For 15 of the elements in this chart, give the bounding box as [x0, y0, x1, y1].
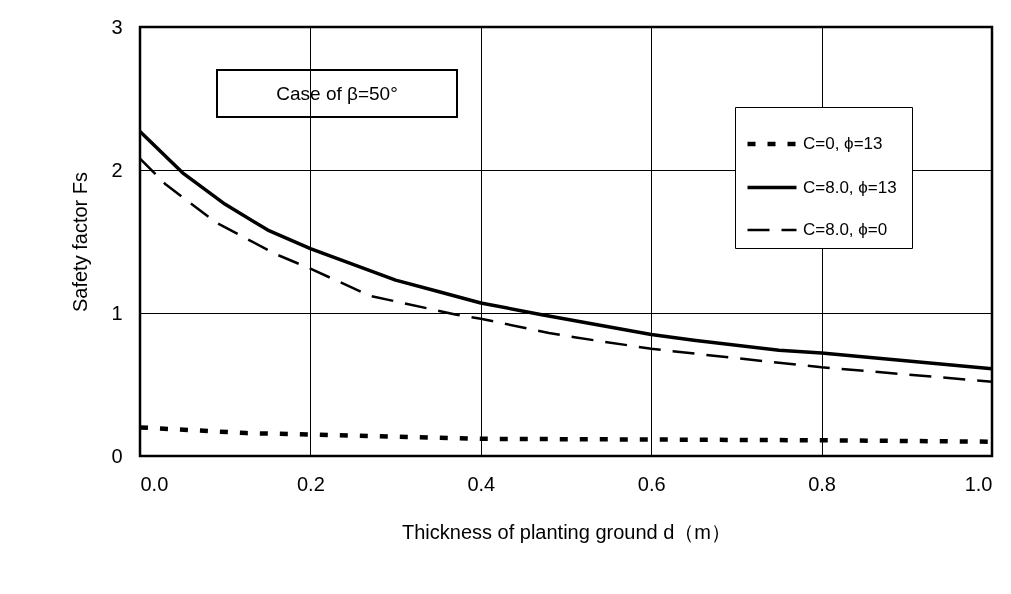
x-tick-label: 0.6 — [637, 472, 666, 495]
y-axis-title: Safety factor Fs — [69, 171, 92, 313]
x-axis-title: Thickness of planting ground d（m） — [401, 520, 732, 543]
x-tick-label: 0.0 — [140, 472, 169, 495]
legend-label: C=0, ϕ=13 — [803, 134, 883, 153]
y-tick-label: 1 — [111, 301, 123, 324]
y-tick-label: 2 — [111, 158, 123, 181]
y-tick-label: 0 — [111, 444, 123, 467]
legend-label: C=8.0, ϕ=0 — [803, 220, 888, 239]
x-tick-label: 0.8 — [808, 472, 837, 495]
legend-label: C=8.0, ϕ=13 — [803, 177, 897, 197]
y-tick-label: 3 — [111, 15, 123, 38]
x-tick-label: 1.0 — [964, 472, 993, 495]
x-tick-label: 0.4 — [467, 472, 496, 495]
x-tick-label: 0.2 — [296, 472, 325, 495]
